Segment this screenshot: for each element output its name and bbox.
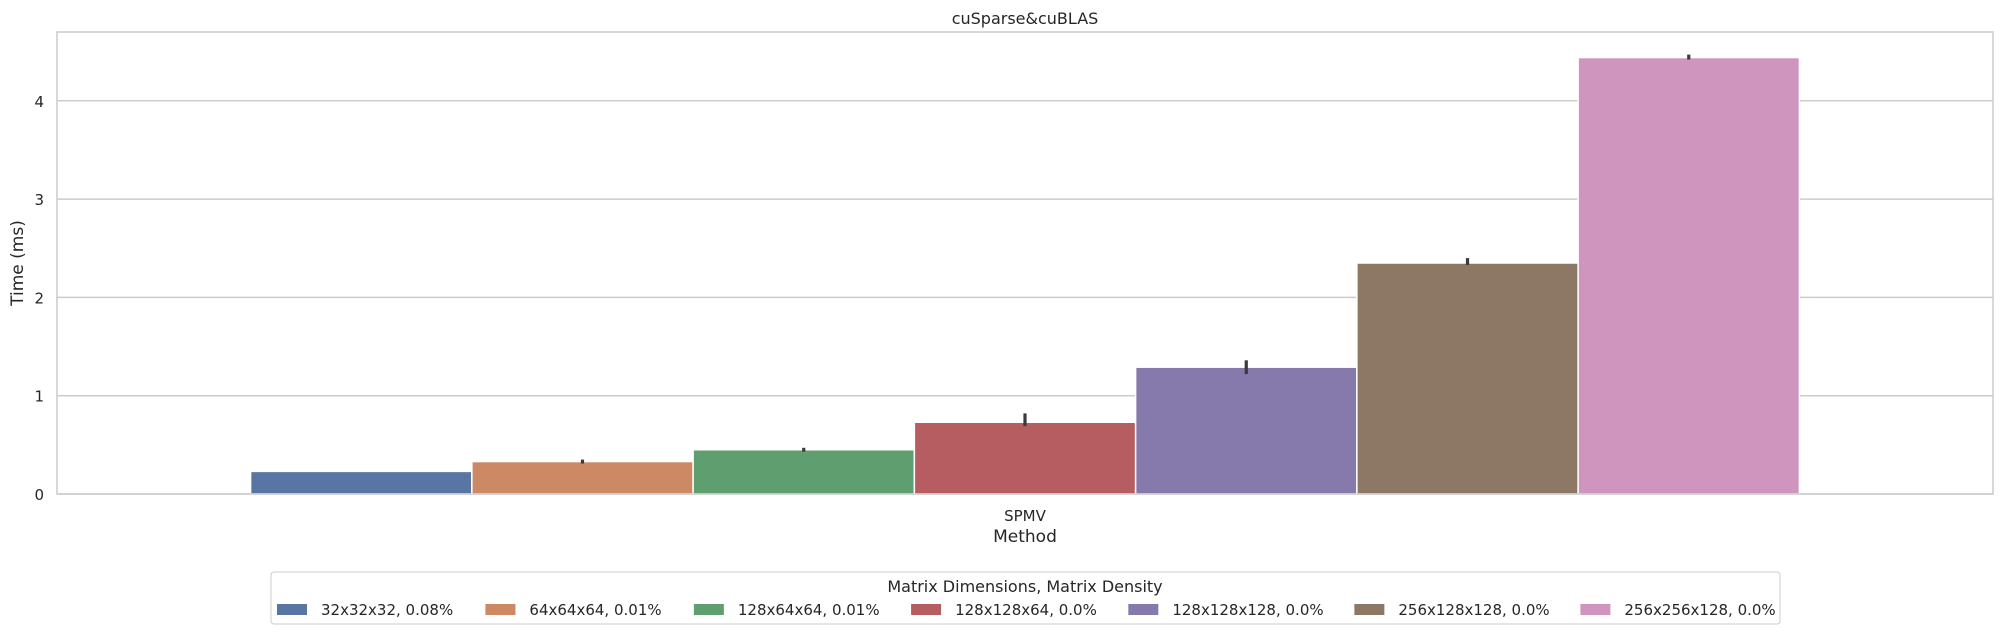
bar <box>471 460 694 495</box>
legend-entry-label: 128x128x64, 0.0% <box>955 601 1097 619</box>
legend-swatch <box>1128 604 1159 615</box>
legend-swatch <box>1580 604 1611 615</box>
x-axis-label: Method <box>993 527 1057 547</box>
y-tick-label: 4 <box>34 93 44 111</box>
y-axis-label: Time (ms) <box>8 220 28 307</box>
error-bars <box>580 54 1691 464</box>
legend-frame <box>270 571 1781 625</box>
legend: Matrix Dimensions, Matrix Density 32x32x… <box>270 571 1781 625</box>
y-tick-label: 1 <box>34 388 44 406</box>
bar <box>692 449 916 495</box>
legend-entry-label: 64x64x64, 0.01% <box>529 601 661 619</box>
chart-title: cuSparse&cuBLAS <box>952 9 1099 28</box>
y-tick-label: 0 <box>34 486 44 504</box>
bar <box>913 421 1137 495</box>
y-tick-label: 3 <box>34 191 44 209</box>
legend-swatch <box>485 604 516 615</box>
legend-entry-label: 128x128x128, 0.0% <box>1172 601 1323 619</box>
y-axis-ticks: 0 1 2 3 4 <box>34 93 44 504</box>
legend-entry-label: 128x64x64, 0.01% <box>738 601 880 619</box>
bar <box>1134 366 1358 495</box>
legend-entry-label: 256x256x128, 0.0% <box>1624 601 1775 619</box>
legend-entry-label: 256x128x128, 0.0% <box>1398 601 1549 619</box>
legend-swatch <box>1354 604 1385 615</box>
legend-swatch <box>911 604 942 615</box>
legend-swatch <box>693 604 724 615</box>
bars <box>249 56 1801 495</box>
legend-entry-label: 32x32x32, 0.08% <box>321 601 453 619</box>
bar <box>1356 262 1579 495</box>
legend-swatch <box>277 604 307 615</box>
y-tick-label: 2 <box>34 289 44 307</box>
x-tick-label: SPMV <box>1004 507 1047 525</box>
legend-title: Matrix Dimensions, Matrix Density <box>887 577 1162 596</box>
x-axis-ticks: SPMV <box>1004 507 1047 525</box>
bar <box>1577 56 1801 495</box>
bar <box>249 470 473 495</box>
plot-frame <box>56 31 1994 495</box>
